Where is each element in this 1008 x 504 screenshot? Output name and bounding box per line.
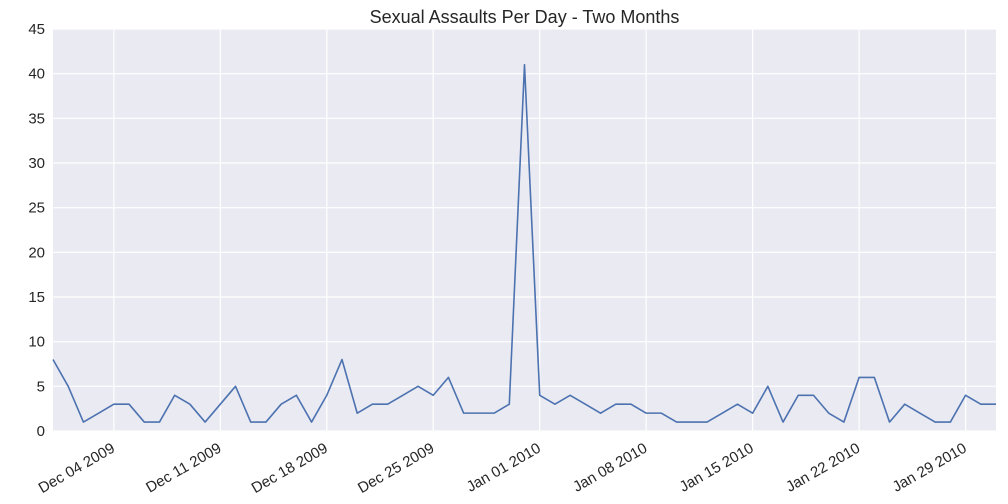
y-tick-label: 20 bbox=[28, 244, 45, 261]
x-tick-label: Jan 29 2010 bbox=[890, 440, 970, 496]
y-tick-label: 45 bbox=[28, 21, 45, 38]
x-tick-label: Jan 01 2010 bbox=[464, 440, 544, 496]
series-layer bbox=[52, 63, 996, 423]
x-tick-label: Jan 08 2010 bbox=[570, 440, 650, 496]
grid bbox=[53, 28, 996, 432]
y-tick-label: 5 bbox=[37, 378, 45, 395]
x-tick-label: Dec 18 2009 bbox=[249, 440, 331, 497]
x-tick-label: Jan 15 2010 bbox=[677, 440, 757, 496]
y-tick-label: 10 bbox=[28, 334, 45, 351]
y-tick-label: 15 bbox=[28, 289, 45, 306]
x-tick-label: Dec 04 2009 bbox=[36, 440, 118, 497]
x-tick-label: Jan 22 2010 bbox=[783, 440, 863, 496]
y-tick-label: 40 bbox=[28, 66, 45, 83]
plot-area bbox=[53, 29, 996, 431]
chart-title: Sexual Assaults Per Day - Two Months bbox=[370, 7, 680, 27]
x-tick-label: Dec 25 2009 bbox=[355, 440, 437, 497]
x-tick-label: Dec 11 2009 bbox=[143, 440, 224, 497]
y-tick-label: 35 bbox=[28, 110, 45, 127]
x-axis-ticks: Dec 04 2009 Dec 11 2009 Dec 18 2009 Dec 25 … bbox=[36, 440, 970, 497]
y-tick-label: 25 bbox=[28, 200, 45, 217]
y-tick-label: 30 bbox=[28, 155, 45, 172]
y-tick-label: 0 bbox=[37, 423, 45, 440]
series-line bbox=[52, 63, 996, 423]
y-axis-ticks: 0 5 10 15 20 25 30 35 40 45 bbox=[28, 21, 45, 440]
